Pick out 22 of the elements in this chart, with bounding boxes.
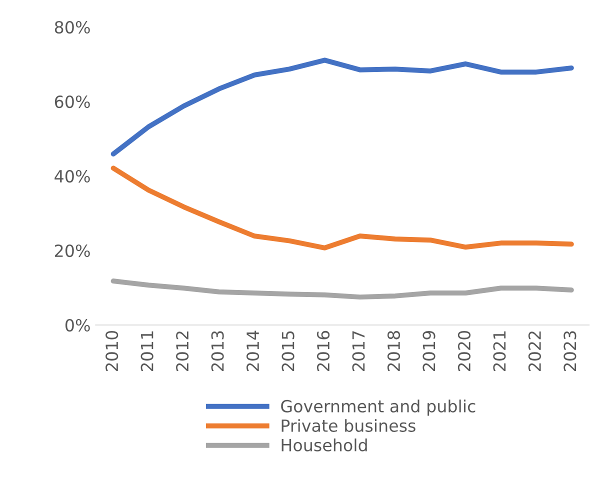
- y-tick-label: 60%: [54, 95, 90, 108]
- x-tick-label: 2017: [352, 331, 365, 372]
- x-tick-label: 2020: [458, 330, 471, 372]
- x-tick-label: 2019: [422, 331, 436, 372]
- y-tick-label: 40%: [54, 170, 90, 183]
- x-tick-label: 2021: [493, 331, 506, 372]
- y-tick-label: 20%: [54, 244, 90, 258]
- legend-label: Household: [282, 438, 367, 452]
- y-tick-label: 80%: [54, 20, 90, 34]
- x-tick-label: 2023: [564, 331, 576, 372]
- x-tick-label: 2015: [282, 331, 294, 372]
- legend-label: Private business: [282, 419, 416, 432]
- x-tick-label: 2011: [140, 331, 154, 372]
- x-tick-label: 2016: [316, 330, 330, 372]
- x-tick-label: 2014: [246, 330, 260, 372]
- x-tick-label: 2013: [211, 331, 224, 372]
- legend-label: Government and public: [281, 400, 476, 416]
- x-tick-label: 2022: [528, 332, 542, 372]
- y-tick-label: 0%: [65, 318, 90, 332]
- x-tick-label: 2018: [387, 331, 400, 372]
- x-tick-label: 2012: [176, 332, 189, 372]
- x-tick-label: 2010: [106, 330, 118, 372]
